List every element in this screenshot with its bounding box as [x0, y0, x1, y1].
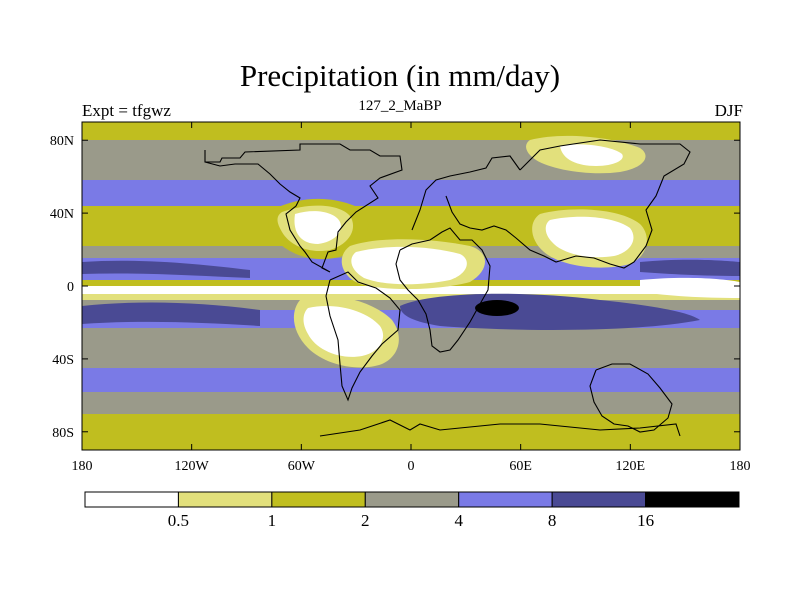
region-indian-ocean-max [475, 300, 519, 316]
colorbar-swatch [458, 491, 553, 508]
colorbar-swatch [551, 491, 647, 508]
band-storm-north [82, 180, 740, 206]
coastline-north-america [204, 143, 403, 273]
colorbar-swatch [84, 491, 179, 508]
y-tick-label: 80S [52, 426, 74, 441]
y-tick-label: 0 [67, 280, 74, 295]
region-east-pacific-dry [640, 277, 740, 298]
y-tick-label: 40S [52, 353, 74, 368]
region-north-africa-arid [351, 246, 467, 285]
band-storm-south [82, 368, 740, 392]
precipitation-field [82, 122, 740, 450]
x-tick-label: 180 [72, 459, 93, 474]
colorbar-swatch [271, 491, 366, 508]
x-tick-label: 120E [616, 459, 646, 474]
x-tick-label: 0 [408, 459, 415, 474]
colorbar-level-label: 8 [548, 511, 557, 530]
coastline-australia [589, 363, 673, 433]
colorbar-level-label: 16 [637, 511, 654, 530]
y-tick-label: 40N [50, 207, 74, 222]
region-north-america-arid [294, 211, 341, 244]
band-polar-north [82, 122, 740, 140]
colorbar-level-label: 0.5 [168, 511, 189, 530]
x-tick-label: 180 [730, 459, 751, 474]
band-subtropic-south [82, 328, 740, 368]
region-west-pacific-band [640, 259, 740, 276]
colorbar: 0.5 1 2 4 8 16 [84, 491, 740, 530]
coastline-africa-europe [395, 155, 521, 353]
region-south-africa-arid [303, 306, 384, 357]
region-north-pacific-band [82, 260, 250, 278]
colorbar-level-label: 4 [454, 511, 463, 530]
coastline-south-america [325, 271, 401, 402]
colorbar-swatch [364, 491, 460, 508]
chart-title: Precipitation (in mm/day) [239, 58, 561, 93]
band-equator [82, 286, 740, 294]
band-midlat-south [82, 392, 740, 414]
x-tick-label: 60E [509, 459, 532, 474]
region-asia-arid [545, 216, 634, 258]
colorbar-swatch [645, 491, 740, 508]
colorbar-swatch [177, 491, 273, 508]
region-indian-ocean-high [400, 293, 700, 330]
region-arctic-dry [560, 144, 623, 166]
x-tick-label: 120W [175, 459, 210, 474]
coastlines [204, 139, 691, 437]
season-label: DJF [714, 101, 743, 120]
band-dry-south [82, 294, 740, 300]
coastline-antarctica [319, 419, 681, 437]
y-tick-label: 80N [50, 134, 74, 149]
time-label: 127_2_MaBP [358, 98, 442, 114]
axis-ticks: 180 120W 60W 0 60E 120E 180 80N 40N 0 40S 80S [50, 122, 751, 474]
x-tick-label: 60W [288, 459, 316, 474]
experiment-label: Expt = tfgwz [82, 101, 171, 120]
colorbar-level-label: 2 [361, 511, 370, 530]
coastline-asia [445, 139, 691, 269]
region-south-pacific-band [82, 302, 260, 326]
colorbar-level-label: 1 [268, 511, 277, 530]
